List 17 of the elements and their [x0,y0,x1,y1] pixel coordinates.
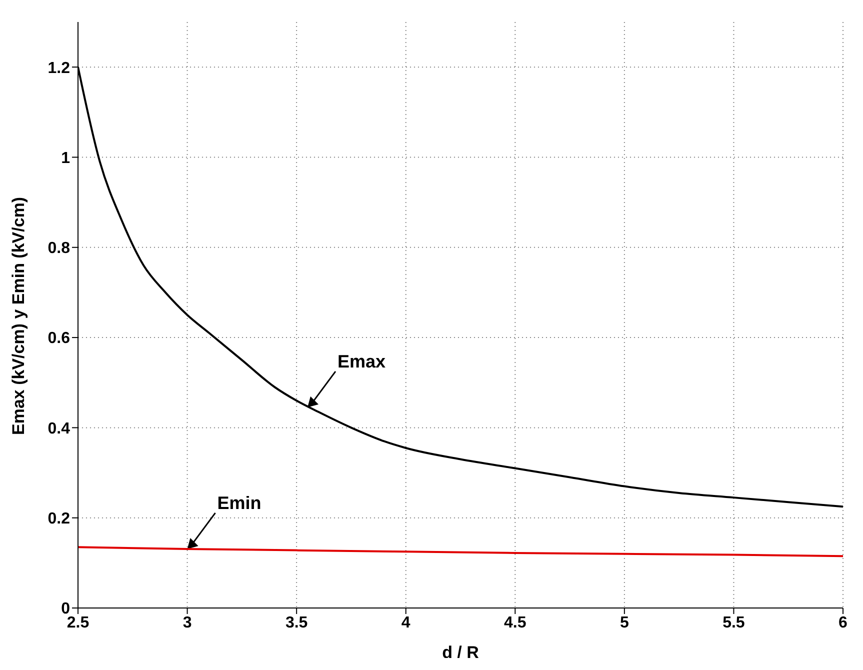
y-tick-label: 0.6 [48,330,70,348]
annotation: Emax [338,351,386,372]
y-tick-label: 0.2 [48,510,70,528]
x-axis-title: d / R [442,643,479,662]
y-tick-label: 1 [61,150,70,167]
y-tick-label: 1.2 [48,60,70,77]
x-tick-label: 3 [182,614,192,632]
annotation: Emin [217,492,262,513]
x-tick-label: 3.5 [285,614,308,632]
y-axis-title: Emax (kV/cm) y Emin (kV/cm) [9,196,28,435]
x-tick-label: 6 [838,614,848,632]
x-tick-label: 4 [401,614,410,632]
y-tick-label: 0.4 [48,420,70,438]
x-tick-label: 5 [620,614,629,632]
x-tick-label: 4.5 [504,614,526,632]
y-tick-label: 0.8 [48,240,70,258]
x-tick-label: 5.5 [722,614,745,632]
